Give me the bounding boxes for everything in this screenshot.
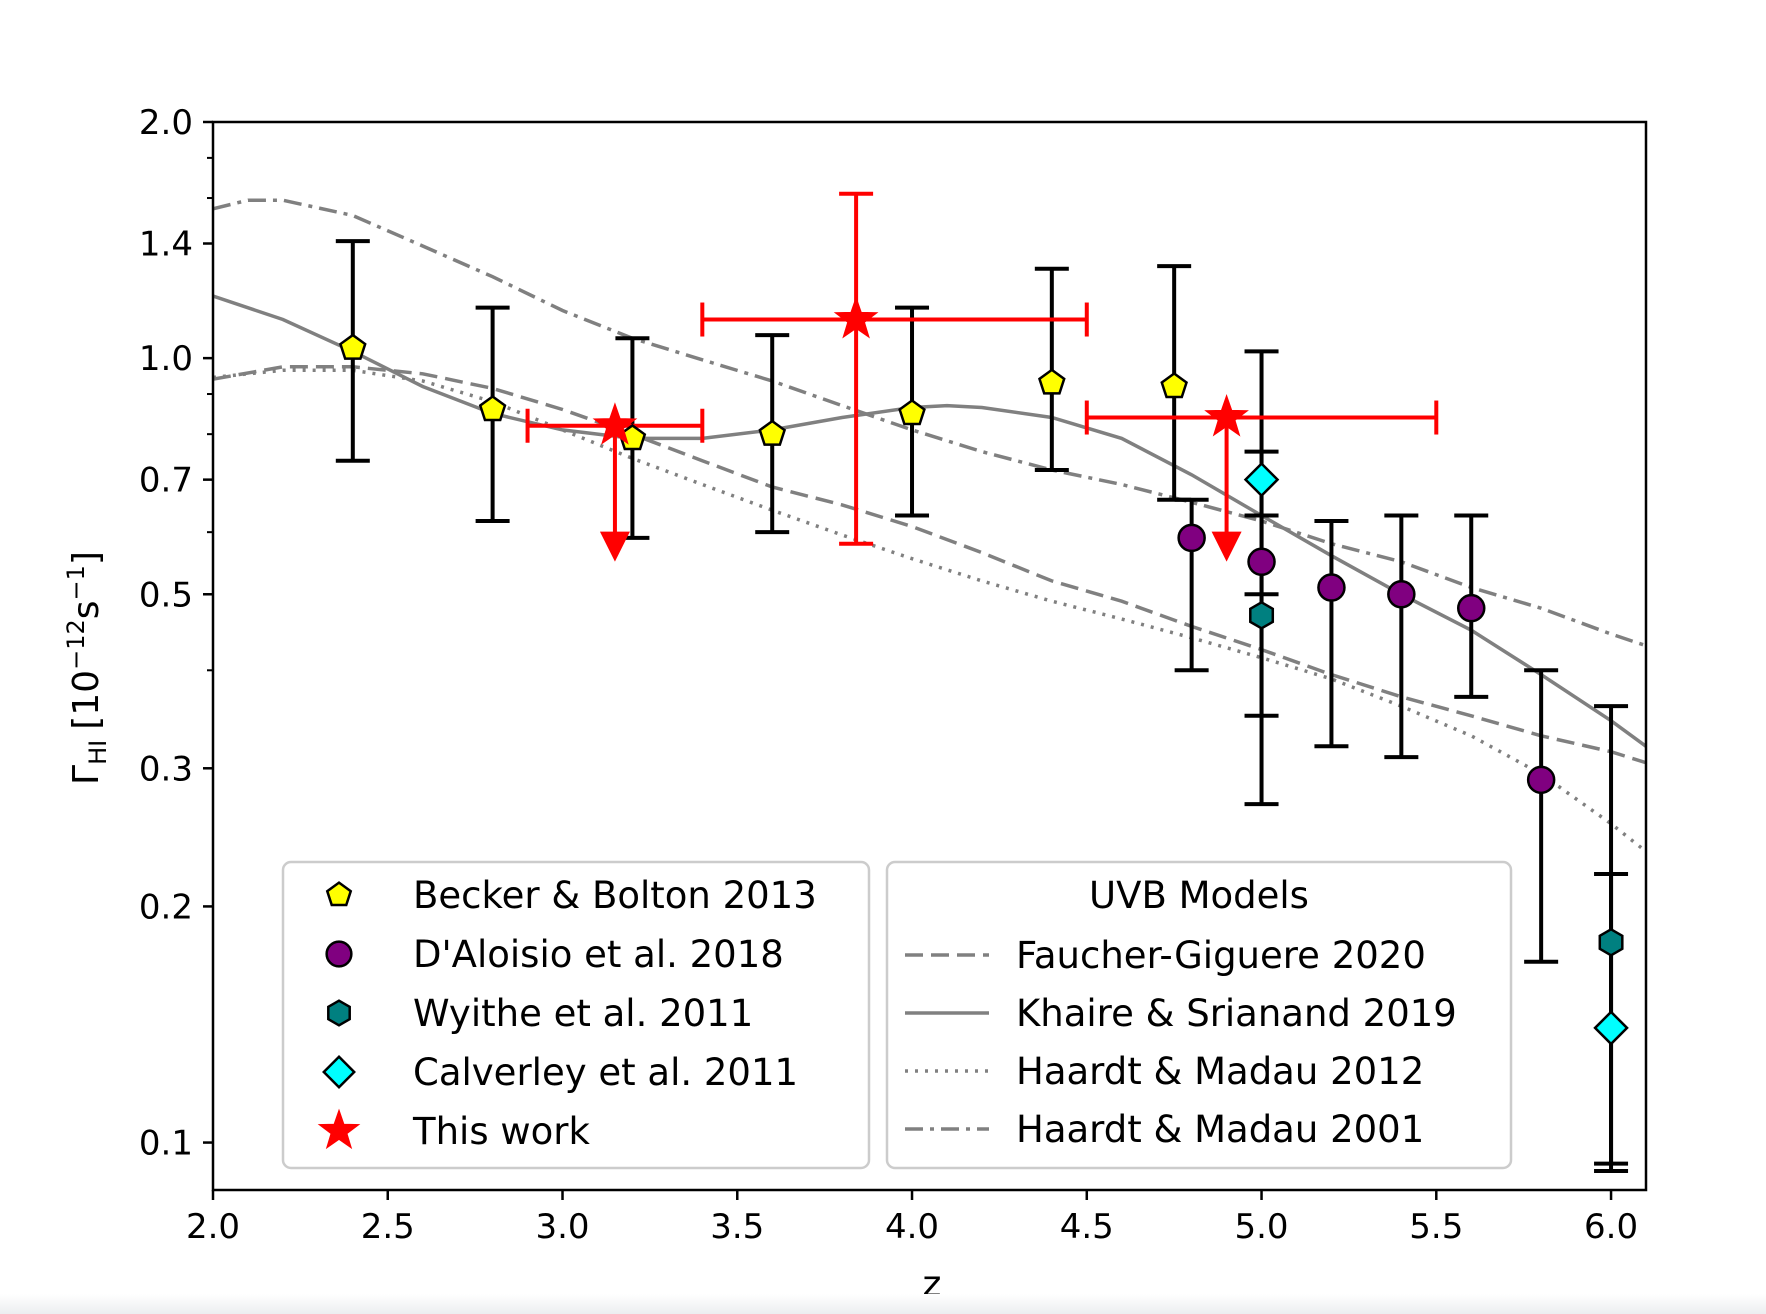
marker-3-2 — [1598, 927, 1624, 957]
model-curves — [213, 198, 1646, 853]
y-tick-label: 0.3 — [139, 749, 193, 789]
marker-1-4 — [758, 419, 787, 446]
y-tick-label: 0.1 — [139, 1124, 193, 1164]
y-tick-label: 1.0 — [139, 339, 193, 379]
y-tick-label: 0.7 — [139, 461, 193, 501]
x-tick-label: 3.0 — [535, 1207, 589, 1247]
this-work-star-2 — [833, 296, 879, 339]
legend-model-label-4: Haardt & Madau 2001 — [1016, 1108, 1424, 1151]
y-tick-label: 0.5 — [139, 575, 193, 615]
legend-marker-4 — [322, 1055, 356, 1089]
x-tick-label: 2.0 — [186, 1207, 240, 1247]
marker-2-2 — [1247, 547, 1276, 577]
marker-4-1 — [1243, 461, 1280, 498]
x-tick-label: 4.5 — [1060, 1207, 1114, 1247]
legend-label-3: Wyithe et al. 2011 — [413, 992, 753, 1035]
model-curve-4 — [213, 198, 1646, 648]
bottom-fade — [0, 1294, 1766, 1314]
marker-1-7 — [1160, 371, 1188, 399]
marker-4-2 — [1593, 1010, 1629, 1046]
legend-label-5: This work — [412, 1110, 590, 1153]
legend-datasets: Becker & Bolton 2013 D'Aloisio et al. 201… — [281, 860, 871, 1170]
legend-model-label-3: Haardt & Madau 2012 — [1016, 1050, 1424, 1093]
y-tick-label: 0.2 — [139, 887, 193, 927]
legend-datasets-box — [281, 860, 871, 1170]
marker-2-4 — [1387, 580, 1416, 609]
this-work-errorbar-3-arrow-head — [1211, 531, 1242, 562]
y-tick-label: 2.0 — [139, 103, 193, 143]
legend-marker-2 — [325, 940, 353, 968]
y-tick-label: 1.4 — [139, 225, 193, 265]
model-curve-2 — [213, 294, 1646, 748]
plot-frame — [211, 120, 1648, 1192]
legend-label-1: Becker & Bolton 2013 — [413, 874, 817, 917]
x-tick-label: 5.5 — [1409, 1207, 1463, 1247]
marker-2-1 — [1177, 523, 1206, 553]
legend-model-label-2: Khaire & Srianand 2019 — [1016, 992, 1457, 1035]
model-curve-1 — [213, 365, 1646, 765]
this-work-errorbar-1-arrow-head — [599, 531, 630, 562]
marker-1-5 — [898, 398, 926, 426]
legend-marker-5 — [317, 1108, 361, 1150]
axes: 2.0 2.5 3.0 3.5 4.0 4.5 5.0 5.5 6.0 0.1 0.2 0.3 0.5 0… — [139, 103, 1648, 1247]
this-work-star-1 — [592, 402, 638, 445]
legend-label-4: Calverley et al. 2011 — [413, 1051, 798, 1094]
marker-2-5 — [1456, 593, 1486, 623]
model-curve-3 — [213, 368, 1646, 853]
marker-1-6 — [1038, 368, 1066, 395]
marker-1-2 — [478, 394, 507, 422]
y-axis-label: ΓHI[10−12s−1] — [62, 551, 112, 785]
marker-1-1 — [338, 333, 367, 360]
marker-3-1 — [1249, 600, 1275, 630]
x-tick-label: 3.5 — [710, 1207, 764, 1247]
marker-2-6 — [1526, 765, 1556, 795]
x-tick-label: 4.0 — [885, 1207, 939, 1247]
legend-uvb-models: UVB Models Faucher-Giguere 2020 Khaire & S… — [885, 860, 1513, 1170]
this-work-star-3 — [1204, 394, 1249, 437]
x-tick-label: 5.0 — [1234, 1207, 1288, 1247]
x-tick-label: 6.0 — [1584, 1207, 1638, 1247]
legend-models-box — [885, 860, 1513, 1170]
legend-model-label-1: Faucher-Giguere 2020 — [1016, 934, 1426, 977]
legend-marker-3 — [327, 999, 351, 1027]
x-tick-label: 2.5 — [361, 1207, 415, 1247]
legend-models-title: UVB Models — [1089, 874, 1309, 917]
legend-label-2: D'Aloisio et al. 2018 — [413, 933, 784, 976]
data-markers — [338, 296, 1629, 1046]
marker-2-3 — [1317, 573, 1346, 602]
legend-marker-1 — [325, 881, 353, 907]
